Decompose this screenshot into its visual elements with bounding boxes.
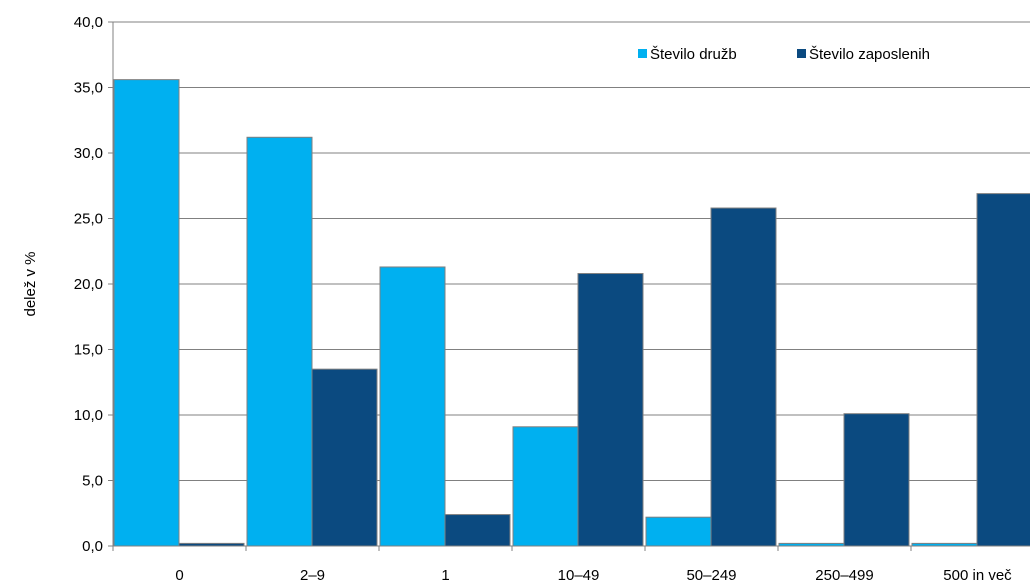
x-tick-labels: 0 2–9 1 10–49 50–249 250–499 500 in več (175, 567, 1012, 584)
x-tick-label: 50–249 (686, 567, 736, 584)
x-tick-label: 2–9 (300, 567, 325, 584)
y-tick-label: 20,0 (74, 276, 103, 293)
y-axis-title: delež v % (22, 251, 39, 316)
bar-zaposlenih (976, 193, 1030, 547)
y-tick-label: 10,0 (74, 407, 103, 424)
y-tick-label: 30,0 (74, 145, 103, 162)
y-tick-labels: 0,0 5,0 10,0 15,0 20,0 25,0 30,0 35,0 40,0 (74, 14, 103, 555)
legend: Število družb Število zaposlenih (638, 46, 930, 63)
legend-swatch-zaposlenih (797, 49, 806, 58)
y-tick-label: 0,0 (82, 538, 103, 555)
y-tick-label: 15,0 (74, 342, 103, 359)
y-tick-label: 35,0 (74, 80, 103, 97)
y-tick-label: 5,0 (82, 473, 103, 490)
bar-druzb (645, 516, 712, 547)
x-tick-label: 500 in več (943, 567, 1012, 584)
bar-druzb (246, 136, 313, 547)
bar-zaposlenih (577, 273, 644, 547)
x-tick-label: 10–49 (558, 567, 600, 584)
legend-label-druzb: Število družb (650, 46, 737, 63)
x-tick-label: 0 (175, 567, 183, 584)
y-tick-label: 40,0 (74, 14, 103, 31)
bar-zaposlenih (444, 514, 511, 547)
bars (113, 79, 1030, 547)
bar-druzb (113, 79, 180, 547)
bar-zaposlenih (843, 413, 910, 547)
bar-druzb (379, 266, 446, 547)
y-tick-label: 25,0 (74, 211, 103, 228)
legend-label-zaposlenih: Število zaposlenih (809, 46, 930, 63)
legend-swatch-druzb (638, 49, 647, 58)
bar-zaposlenih (311, 368, 378, 547)
bar-zaposlenih (710, 207, 777, 547)
axes (112, 22, 1030, 547)
bar-druzb (512, 426, 579, 547)
x-tick-label: 1 (441, 567, 449, 584)
x-tick-label: 250–499 (815, 567, 873, 584)
